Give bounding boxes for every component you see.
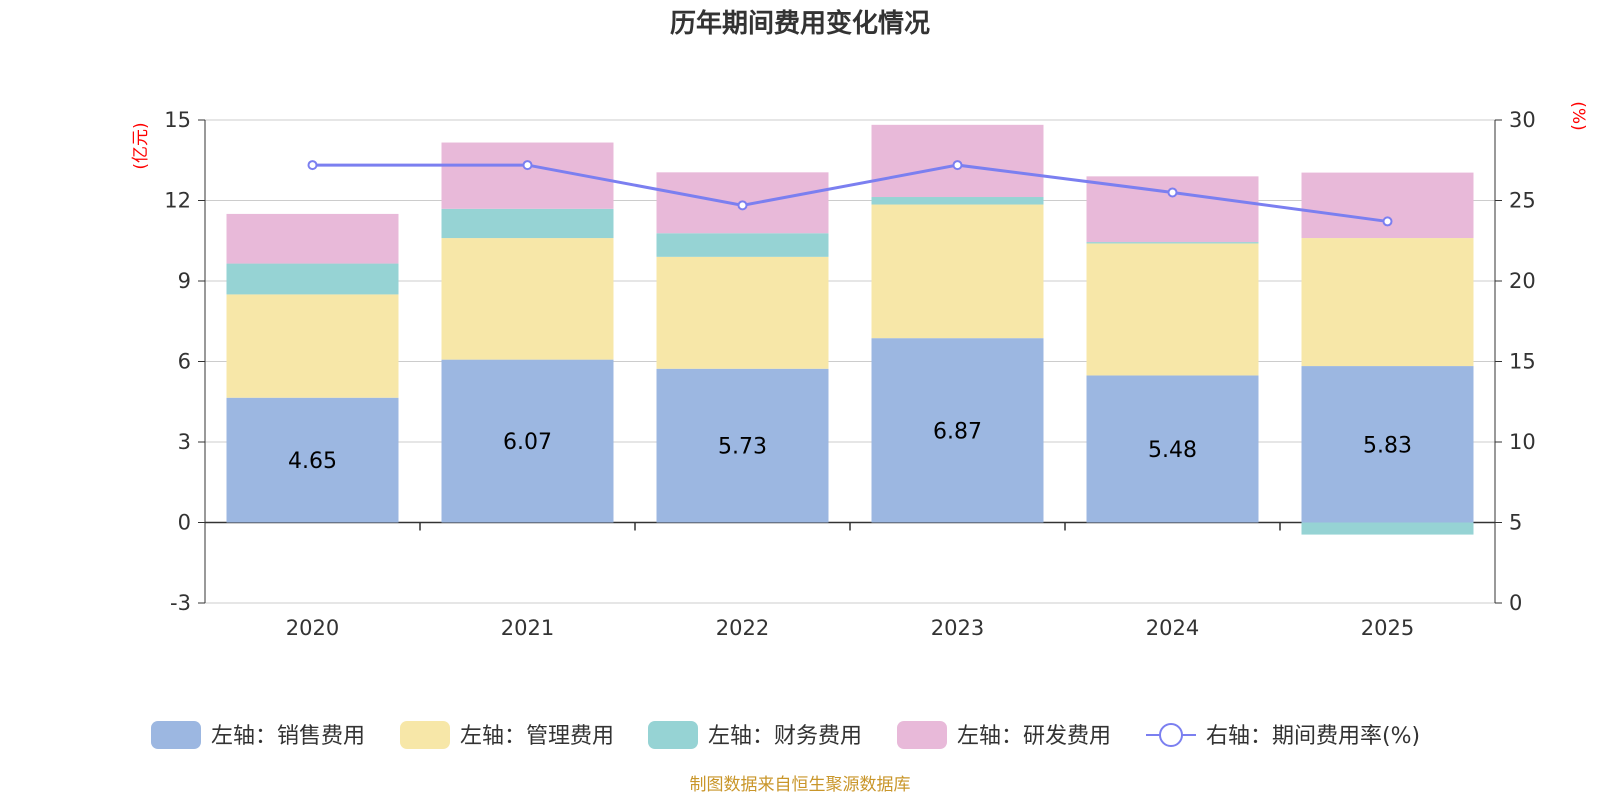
- right-axis-tick-label: 15: [1509, 350, 1536, 374]
- bar-segment: [441, 238, 614, 360]
- right-axis-tick-label: 0: [1509, 591, 1522, 615]
- legend-swatch: [151, 721, 201, 749]
- rate-line-point: [1382, 216, 1393, 227]
- x-axis-label: 2020: [286, 616, 339, 640]
- right-axis-tick-label: 25: [1509, 189, 1536, 213]
- bar-segment: [1301, 366, 1474, 523]
- right-axis-tick-label: 20: [1509, 269, 1536, 293]
- left-axis-tick-label: 9: [178, 269, 191, 293]
- bar-segment: [871, 338, 1044, 523]
- bar-labels: 4.65 6.07 5.73 6.87 5.48 5.83: [288, 419, 1412, 474]
- bar-segment: [226, 213, 399, 264]
- rate-line-point: [737, 200, 748, 211]
- bar-segment: [1086, 243, 1259, 376]
- bar-data-label: 5.83: [1363, 433, 1412, 458]
- legend-line-marker: [1159, 723, 1183, 747]
- left-axis-tick-label: 12: [164, 189, 191, 213]
- x-axis-label: 2025: [1361, 616, 1414, 640]
- bar-data-label: 6.87: [933, 419, 982, 444]
- right-axis-tick-label: 5: [1509, 511, 1522, 535]
- x-axis-label: 2023: [931, 616, 984, 640]
- bar-segment: [1086, 242, 1259, 244]
- bar-data-label: 4.65: [288, 449, 337, 474]
- bars: [226, 124, 1474, 535]
- rate-line-point: [952, 160, 963, 171]
- bar-segment: [656, 233, 829, 257]
- x-axis-label: 2022: [716, 616, 769, 640]
- bar-segment: [441, 359, 614, 523]
- rate-line: [307, 160, 1393, 227]
- bar-segment: [1301, 238, 1474, 367]
- rate-line-point: [1167, 187, 1178, 198]
- bar-segment: [656, 368, 829, 523]
- legend: 左轴：销售费用 左轴：管理费用 左轴：财务费用 左轴：研发费用 右轴：期间费用率(%): [151, 721, 1420, 749]
- rate-line-point: [522, 160, 533, 171]
- bar-segment: [1086, 375, 1259, 523]
- x-axis-label: 2021: [501, 616, 554, 640]
- bar-segment: [656, 256, 829, 369]
- bar-segment: [1301, 172, 1474, 239]
- right-axis-unit: (%): [1568, 101, 1588, 130]
- legend-swatch: [400, 721, 450, 749]
- bar-segment: [871, 204, 1044, 339]
- bar-data-label: 5.73: [718, 435, 767, 460]
- left-axis-tick-label: 6: [178, 350, 191, 374]
- bar-segment: [1301, 522, 1474, 535]
- chart-title: 历年期间费用变化情况: [670, 8, 930, 39]
- legend-label: 左轴：财务费用: [708, 724, 862, 749]
- legend-label: 左轴：研发费用: [957, 724, 1111, 749]
- bar-segment: [871, 197, 1044, 205]
- bar-data-label: 6.07: [503, 430, 552, 455]
- rate-line-path: [312, 163, 1388, 223]
- rate-line-point: [307, 160, 318, 171]
- bar-segment: [226, 294, 399, 398]
- left-axis-tick-label: 0: [178, 511, 191, 535]
- legend-swatch: [648, 721, 698, 749]
- bar-segment: [226, 263, 399, 295]
- footer-source: 制图数据来自恒生聚源数据库: [690, 775, 911, 795]
- right-axis-tick-label: 10: [1509, 430, 1536, 454]
- right-axis-tick-label: 30: [1509, 108, 1536, 132]
- legend-label: 右轴：期间费用率(%): [1206, 724, 1420, 749]
- legend-swatch: [897, 721, 947, 749]
- legend-label: 左轴：管理费用: [460, 724, 614, 749]
- left-axis-tick-label: -3: [170, 591, 191, 615]
- left-axis-tick-label: 15: [164, 108, 191, 132]
- bar-segment: [441, 208, 614, 239]
- bar-segment: [1086, 176, 1259, 243]
- legend-label: 左轴：销售费用: [211, 724, 365, 749]
- bar-data-label: 5.48: [1148, 438, 1197, 463]
- x-axis-label: 2024: [1146, 616, 1199, 640]
- left-axis-tick-label: 3: [178, 430, 191, 454]
- bar-segment: [226, 397, 399, 523]
- left-axis-unit: (亿元): [131, 122, 151, 169]
